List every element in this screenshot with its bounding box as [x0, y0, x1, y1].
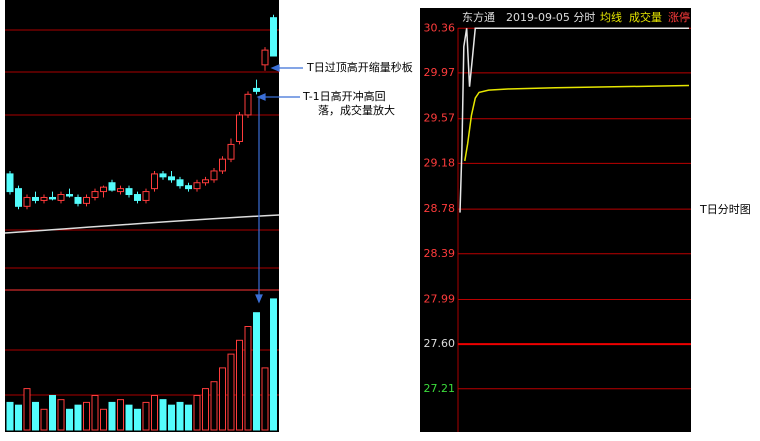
- candle-body: [236, 114, 243, 142]
- volume-bar: [185, 404, 192, 431]
- header: [420, 8, 691, 28]
- volume-bar: [261, 367, 269, 431]
- volume-bar: [125, 404, 133, 431]
- right-panel: [420, 8, 691, 432]
- annotation: T日过顶高开缩量秒板: [306, 60, 413, 74]
- candle-body: [108, 182, 116, 191]
- volume-bar: [176, 401, 184, 431]
- volume-bar: [23, 388, 31, 431]
- volume-bar: [108, 401, 116, 431]
- candle-body: [32, 196, 39, 201]
- candle-body: [57, 194, 65, 201]
- volume-bar: [253, 312, 260, 431]
- candle-body: [210, 170, 218, 181]
- stock-name: 东方通: [462, 10, 495, 24]
- volume-bar: [134, 408, 141, 431]
- y-tick-label: 27.99: [424, 293, 456, 306]
- candle-body: [23, 196, 31, 207]
- volume-bar: [57, 399, 65, 431]
- legend-volume: 成交量: [629, 10, 662, 24]
- arrows: [255, 64, 303, 304]
- volume-bar: [193, 395, 201, 431]
- y-tick-label: 28.39: [424, 247, 456, 260]
- annotation: T日分时图: [699, 203, 751, 216]
- volume-bar: [6, 401, 14, 431]
- volume-bar: [270, 298, 277, 431]
- y-tick-label: 29.18: [424, 156, 456, 169]
- candle-body: [261, 49, 269, 66]
- volume-bar: [151, 395, 158, 431]
- volume-bar: [142, 401, 150, 431]
- candle-body: [193, 182, 201, 190]
- y-tick-label: 27.60: [424, 337, 456, 350]
- volume-bar: [236, 339, 243, 431]
- y-tick-label: 29.57: [424, 112, 456, 125]
- candle-body: [66, 194, 73, 197]
- volume-bar: [15, 404, 22, 431]
- candle-body: [176, 179, 184, 187]
- long-ma: [4, 214, 280, 234]
- volume-bar: [100, 408, 107, 431]
- volume-bar: [74, 404, 82, 431]
- volume-bar: [40, 408, 48, 431]
- candle-body: [253, 87, 260, 92]
- y-tick-label: 28.78: [424, 202, 456, 215]
- candle-body: [244, 93, 252, 116]
- volume-bar: [210, 381, 218, 431]
- annotation: 落，成交量放大: [318, 103, 395, 117]
- candle-body: [74, 196, 82, 204]
- candle-body: [270, 17, 277, 57]
- volume-bar: [159, 399, 167, 431]
- legend-limit: 涨停: [668, 10, 690, 24]
- arrowhead: [256, 93, 266, 101]
- volume-bar: [244, 326, 252, 431]
- volume-bar: [91, 395, 99, 431]
- y-tick-label: 30.36: [424, 21, 456, 34]
- volume-bar: [117, 399, 124, 431]
- y-tick-label: 27.21: [424, 382, 456, 395]
- price-line: [459, 27, 689, 213]
- candle-body: [91, 191, 99, 198]
- volume-bar: [83, 401, 90, 431]
- candle-body: [134, 194, 141, 201]
- candle-body: [219, 158, 226, 172]
- volume-bar: [32, 401, 39, 431]
- candle-body: [40, 196, 48, 201]
- candle-body: [125, 188, 133, 196]
- volume-bar: [227, 353, 235, 431]
- volume-bar: [168, 404, 175, 431]
- annotation: T-1日高开冲高回: [302, 89, 386, 103]
- y-tick-label: 29.97: [424, 66, 456, 79]
- price-line: [464, 84, 690, 162]
- candle-body: [185, 185, 192, 190]
- candle-body: [168, 176, 175, 181]
- volume-bar: [202, 388, 209, 431]
- candle-body: [227, 143, 235, 160]
- legend-avg: 均线: [600, 10, 622, 24]
- candle-body: [151, 173, 158, 190]
- candle-body: [142, 191, 150, 201]
- volume-bar: [66, 408, 73, 431]
- candle-body: [100, 186, 107, 193]
- date: 2019-09-05 分时: [506, 11, 595, 24]
- volume-bar: [49, 395, 56, 431]
- candle-body: [49, 196, 56, 200]
- candle-body: [15, 188, 22, 207]
- candle-body: [202, 179, 209, 184]
- candle-body: [83, 196, 90, 204]
- candle-body: [117, 188, 124, 193]
- arrowhead: [255, 294, 263, 304]
- arrowhead: [270, 64, 280, 72]
- candle-body: [6, 173, 14, 193]
- candle-body: [159, 173, 167, 178]
- volume-bar: [219, 367, 226, 431]
